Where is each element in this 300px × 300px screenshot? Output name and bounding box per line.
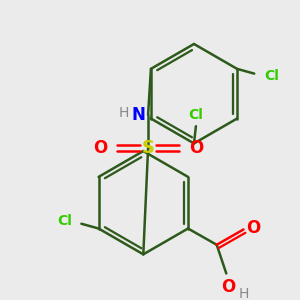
Text: O: O [189, 139, 203, 157]
Text: H: H [238, 287, 249, 300]
Text: O: O [246, 219, 260, 237]
Text: N: N [132, 106, 145, 124]
Text: H: H [119, 106, 129, 120]
Text: Cl: Cl [188, 108, 203, 122]
Text: Cl: Cl [264, 68, 279, 83]
Text: S: S [142, 139, 154, 157]
Text: O: O [93, 139, 107, 157]
Text: Cl: Cl [58, 214, 73, 228]
Text: O: O [221, 278, 235, 296]
